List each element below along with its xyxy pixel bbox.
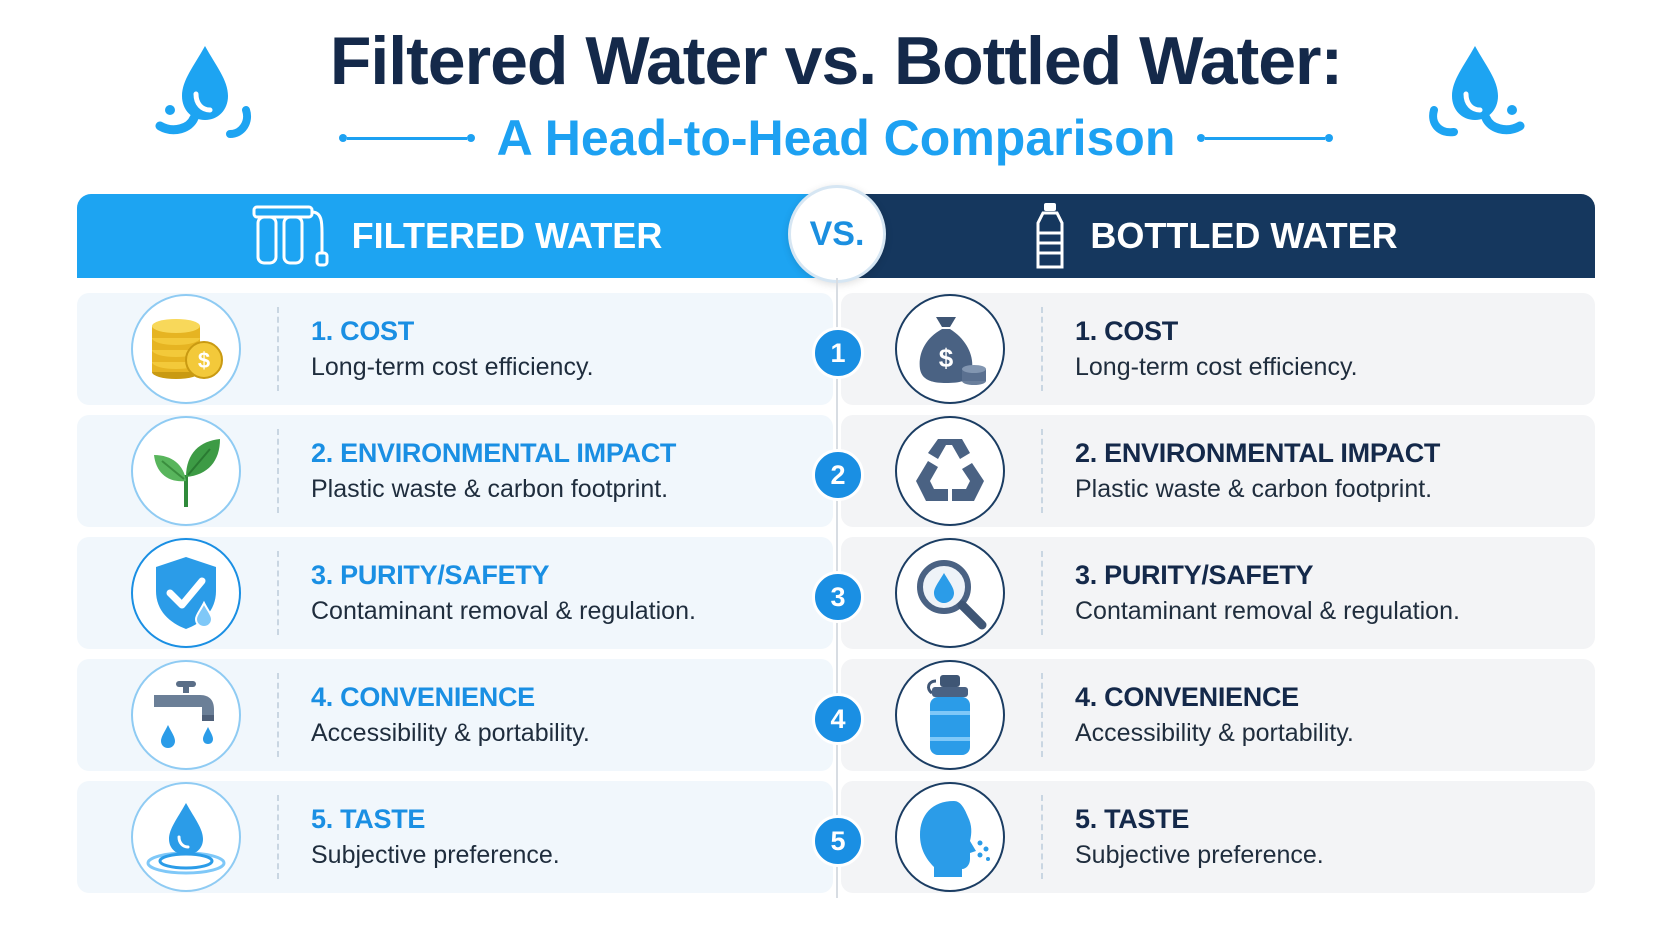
item-description: Long-term cost efficiency.: [311, 353, 594, 381]
item-title: 4. CONVENIENCE: [1075, 682, 1299, 712]
item-title: 2. ENVIRONMENTAL IMPACT: [1075, 438, 1441, 468]
bottled-card-purity: 3. PURITY/SAFETY Contaminant removal & r…: [841, 537, 1595, 649]
row-number-badge: 3: [812, 571, 864, 623]
item-description: Contaminant removal & regulation.: [1075, 597, 1460, 625]
bottled-card-taste: 5. TASTE Subjective preference.: [841, 781, 1595, 893]
row-number-badge: 1: [812, 327, 864, 379]
subtitle-rule-right: [1197, 134, 1334, 142]
filtered-card-convenience: 4. CONVENIENCE Accessibility & portabili…: [77, 659, 833, 771]
page-title: Filtered Water vs. Bottled Water:: [329, 23, 1343, 99]
filtered-water-header: FILTERED WATER: [77, 194, 835, 278]
face-taste-icon: [895, 782, 1005, 892]
card-divider: [1041, 673, 1043, 757]
filtered-card-cost: $ 1. COST Long-term cost efficiency.: [77, 293, 833, 405]
drop-ripple-icon: [131, 782, 241, 892]
row-number-badge: 4: [812, 693, 864, 745]
vs-badge: VS.: [788, 185, 886, 283]
magnifier-drop-icon: [895, 538, 1005, 648]
item-description: Subjective preference.: [1075, 841, 1324, 869]
item-title: 2. ENVIRONMENTAL IMPACT: [311, 438, 677, 468]
item-description: Accessibility & portability.: [311, 719, 590, 747]
card-divider: [1041, 307, 1043, 391]
bottled-card-convenience: 4. CONVENIENCE Accessibility & portabili…: [841, 659, 1595, 771]
card-divider: [1041, 551, 1043, 635]
card-divider: [277, 307, 279, 391]
bottled-card-environmental: 2. ENVIRONMENTAL IMPACT Plastic waste & …: [841, 415, 1595, 527]
item-title: 1. COST: [311, 316, 414, 346]
item-title: 5. TASTE: [311, 804, 426, 834]
row-number-badge: 2: [812, 449, 864, 501]
water-filter-icon: [252, 205, 329, 267]
comparison-row-taste: 5. TASTE Subjective preference. 5. TASTE…: [77, 781, 1595, 893]
svg-text:$: $: [198, 348, 210, 373]
bottled-water-header: BOTTLED WATER: [835, 194, 1595, 278]
comparison-row-purity: 3. PURITY/SAFETY Contaminant removal & r…: [77, 537, 1595, 649]
bottled-water-label: BOTTLED WATER: [1090, 215, 1398, 256]
comparison-row-cost: $ 1. COST Long-term cost efficiency. $ 1…: [77, 293, 1595, 405]
item-title: 1. COST: [1075, 316, 1178, 346]
money-bag-icon: $: [895, 294, 1005, 404]
filtered-card-purity: 3. PURITY/SAFETY Contaminant removal & r…: [77, 537, 833, 649]
row-number-badge: 5: [812, 815, 864, 867]
item-description: Plastic waste & carbon footprint.: [311, 475, 669, 503]
shield-check-icon: [131, 538, 241, 648]
faucet-icon: [131, 660, 241, 770]
item-title: 5. TASTE: [1075, 804, 1190, 834]
filtered-water-label: FILTERED WATER: [351, 215, 663, 256]
card-divider: [277, 551, 279, 635]
item-title: 3. PURITY/SAFETY: [1075, 560, 1314, 590]
page-subtitle: A Head-to-Head Comparison: [496, 110, 1176, 166]
sports-bottle-icon: [895, 660, 1005, 770]
water-drop-splash-icon: [1429, 46, 1525, 137]
card-divider: [1041, 795, 1043, 879]
recycle-icon: [895, 416, 1005, 526]
item-description: Contaminant removal & regulation.: [311, 597, 696, 625]
leaves-icon: [131, 416, 241, 526]
filtered-card-environmental: 2. ENVIRONMENTAL IMPACT Plastic waste & …: [77, 415, 833, 527]
card-divider: [277, 673, 279, 757]
comparison-row-environmental: 2. ENVIRONMENTAL IMPACT Plastic waste & …: [77, 415, 1595, 527]
card-divider: [277, 429, 279, 513]
item-description: Accessibility & portability.: [1075, 719, 1354, 747]
subtitle-row: A Head-to-Head Comparison: [0, 108, 1672, 168]
comparison-header: FILTERED WATER BOTTLED WATER: [77, 194, 1595, 278]
bottled-card-cost: $ 1. COST Long-term cost efficiency.: [841, 293, 1595, 405]
item-title: 4. CONVENIENCE: [311, 682, 535, 712]
water-drop-splash-icon: [155, 46, 251, 138]
water-bottle-icon: [1036, 203, 1064, 269]
coins-dollar-icon: $: [131, 294, 241, 404]
item-title: 3. PURITY/SAFETY: [311, 560, 550, 590]
subtitle-rule-left: [338, 134, 475, 142]
item-description: Long-term cost efficiency.: [1075, 353, 1358, 381]
item-description: Subjective preference.: [311, 841, 560, 869]
svg-text:$: $: [939, 343, 954, 373]
card-divider: [277, 795, 279, 879]
comparison-row-convenience: 4. CONVENIENCE Accessibility & portabili…: [77, 659, 1595, 771]
filtered-card-taste: 5. TASTE Subjective preference.: [77, 781, 833, 893]
card-divider: [1041, 429, 1043, 513]
item-description: Plastic waste & carbon footprint.: [1075, 475, 1433, 503]
